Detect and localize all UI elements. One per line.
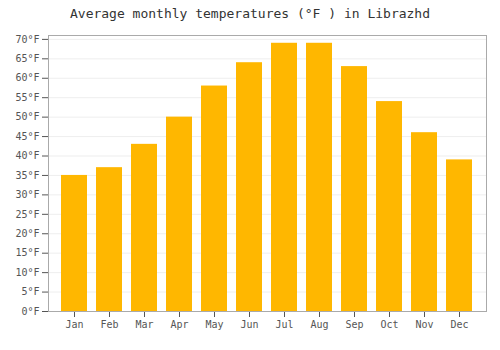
svg-text:20°F: 20°F bbox=[15, 228, 39, 239]
svg-text:Nov: Nov bbox=[415, 319, 433, 330]
svg-text:30°F: 30°F bbox=[15, 189, 39, 200]
svg-text:5°F: 5°F bbox=[21, 286, 39, 297]
svg-text:55°F: 55°F bbox=[15, 92, 39, 103]
svg-text:May: May bbox=[205, 319, 223, 330]
svg-text:60°F: 60°F bbox=[15, 72, 39, 83]
svg-text:0°F: 0°F bbox=[21, 306, 39, 317]
html-text:Average monthly temperatures (: Average monthly temperatures (°F ) in Li… bbox=[70, 6, 430, 21]
svg-text:Jun: Jun bbox=[240, 319, 258, 330]
svg-text:Apr: Apr bbox=[170, 319, 188, 330]
svg-text:Mar: Mar bbox=[135, 319, 153, 330]
svg-text:35°F: 35°F bbox=[15, 170, 39, 181]
svg-text:Sep: Sep bbox=[345, 319, 363, 330]
svg-text:Jul: Jul bbox=[275, 319, 293, 330]
svg-text:Dec: Dec bbox=[450, 319, 468, 330]
svg-text:50°F: 50°F bbox=[15, 111, 39, 122]
svg-text:15°F: 15°F bbox=[15, 247, 39, 258]
svg-text:45°F: 45°F bbox=[15, 131, 39, 142]
svg-text:65°F: 65°F bbox=[15, 53, 39, 64]
svg-text:40°F: 40°F bbox=[15, 150, 39, 161]
svg-text:Feb: Feb bbox=[100, 319, 118, 330]
svg-text:Aug: Aug bbox=[310, 319, 328, 330]
svg-text:10°F: 10°F bbox=[15, 267, 39, 278]
svg-text:Oct: Oct bbox=[380, 319, 398, 330]
svg-text:25°F: 25°F bbox=[15, 209, 39, 220]
svg-text:Jan: Jan bbox=[65, 319, 83, 330]
svg-text:70°F: 70°F bbox=[15, 34, 39, 45]
